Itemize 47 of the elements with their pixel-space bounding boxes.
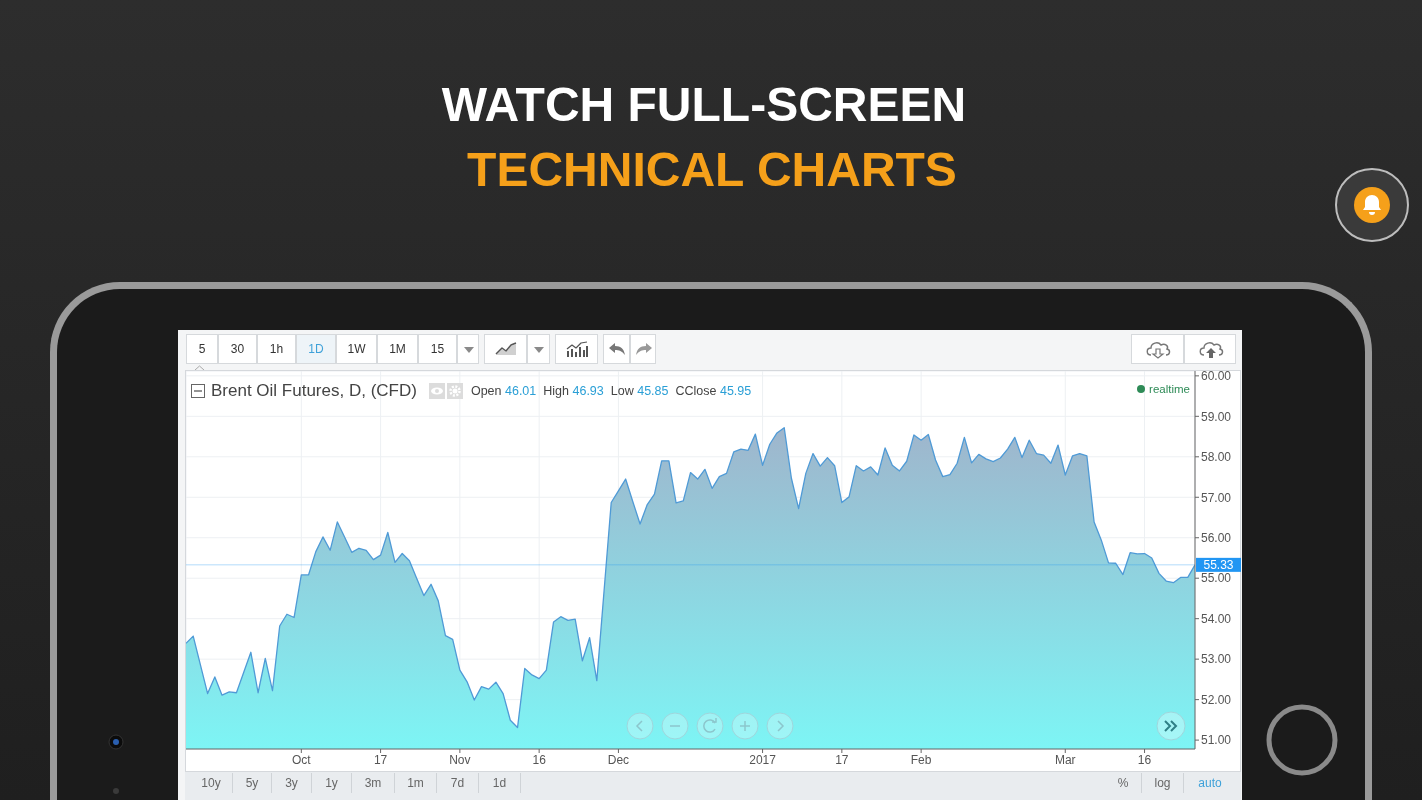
y-tick-label: 59.00 [1201,409,1232,424]
y-tick-label: 51.00 [1201,733,1232,748]
chart-subtitle: TECHNICAL CHARTS [467,143,957,196]
range-button: 3m [352,773,395,793]
range-button: 3y [272,773,312,793]
x-tick-label: Dec [607,752,630,767]
y-tick-label: 57.00 [1201,490,1232,505]
annotation: High 46.93 [543,384,604,398]
annotation: Open 46.01 [470,384,537,398]
y-tick-label: 56.00 [1201,531,1232,545]
scale-button: auto [1183,773,1236,793]
toolbar-button: 1W [336,334,377,364]
y-tick-label: 55.00 [1201,571,1232,586]
range-button: 7d [437,773,479,793]
chart-title: WATCH FULL-SCREEN [441,78,967,131]
toolbar-button: 30 [218,334,257,364]
annotation: realtime [1149,383,1190,395]
annotation: Brent Oil Futures, D, (CFD) [211,381,417,401]
y-tick-label: 52.00 [1201,692,1232,707]
range-button: 5y [233,773,272,793]
x-tick-label: Oct [291,752,312,767]
range-button: 1d [479,773,521,793]
toolbar-button: 1h [257,334,296,364]
y-tick-label: 58.00 [1201,450,1232,465]
toolbar-button: 1M [377,334,418,364]
y-tick-label: 54.00 [1201,611,1232,626]
toolbar-button: 15 [418,334,457,364]
y-tick-label: 60.00 [1201,369,1232,384]
annotation: Low 45.85 [610,384,669,398]
y-tick-label: 53.00 [1201,652,1232,667]
scale-button: log [1141,773,1183,793]
toolbar-button: 1D [296,334,336,364]
x-tick-label: 16 [1137,752,1152,767]
x-tick-label: Feb [910,752,932,767]
range-button: 1y [312,773,352,793]
range-button: 10y [190,773,233,793]
x-tick-label: 16 [532,752,547,767]
x-tick-label: Mar [1054,752,1076,767]
toolbar-button: 5 [186,334,218,364]
annotation: CClose 45.95 [675,384,752,398]
x-tick-label: Nov [449,752,471,767]
range-button: 1m [395,773,437,793]
ref-line-label: 55.33 [1203,558,1234,573]
x-tick-label: 17 [835,752,849,767]
x-tick-label: 17 [373,752,388,767]
text: % [1117,776,1129,790]
x-tick-label: 2017 [749,752,777,767]
